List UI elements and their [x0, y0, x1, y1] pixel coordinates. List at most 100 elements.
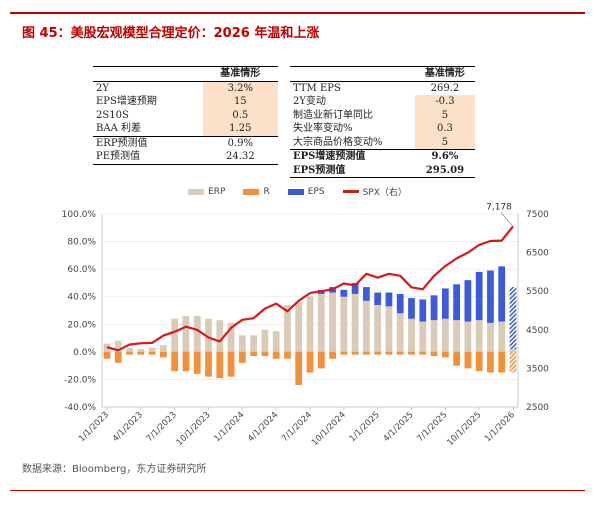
r-bar: [148, 351, 156, 355]
r-bar: [216, 351, 224, 379]
erp-bar: [509, 349, 517, 352]
r-bar: [464, 351, 472, 369]
row-label: PE预测值: [93, 150, 203, 165]
spx-last-value-label: 7,178: [486, 202, 512, 212]
r-bar: [250, 351, 257, 356]
erp-bar: [340, 296, 348, 352]
erp-bar: [114, 340, 122, 352]
legend-item: R: [243, 185, 270, 198]
y-left-tick-label: -40.0%: [64, 403, 96, 413]
erp-bar: [137, 349, 145, 352]
row-value: 269.2: [430, 82, 460, 94]
eps-bar: [363, 287, 370, 301]
row-value: 9.6%: [414, 149, 475, 164]
valuation-chart: 100.0% 80.0% 60.0% 40.0% 20.0% 0.0% -20.0% -40.…: [62, 202, 550, 448]
y-right-tick-label: 3500: [526, 364, 549, 374]
row-label: 2S10S: [96, 109, 129, 121]
table-row: EPS增速预期 15: [93, 95, 278, 109]
table-row: TTM EPS 269.2: [290, 81, 475, 95]
y-right-tick-label: 6500: [526, 249, 549, 259]
legend-swatch: [342, 190, 359, 193]
r-bar: [329, 351, 336, 359]
erp-bar: [419, 321, 427, 352]
r-bar: [363, 351, 370, 355]
row-label: EPS增速预期: [96, 96, 157, 108]
table-row: 2Y变动 -0.3: [290, 95, 475, 109]
y-right-tick-label: 2500: [526, 403, 549, 413]
legend-swatch: [287, 188, 304, 195]
figure-title: 图 45：美股宏观模型合理定价：2026 年温和上涨: [22, 26, 320, 41]
erp-bar: [453, 320, 460, 352]
parameter-table-right: 基准情形 TTM EPS 269.2 2Y变动 -0.3 制造业新订单同比 5 失业率变动% 0…: [290, 66, 475, 178]
y-left-tick-label: 80.0%: [67, 238, 96, 248]
erp-bar: [160, 344, 167, 352]
r-bar: [351, 351, 359, 355]
eps-bar: [509, 287, 517, 350]
y-left-tick-label: 60.0%: [67, 265, 96, 275]
top-rule: [10, 12, 585, 14]
x-tick-label: 7/1/2023: [145, 410, 179, 444]
eps-bar: [408, 298, 415, 319]
r-bar: [295, 351, 303, 385]
r-bar: [441, 351, 449, 358]
x-tick-label: 4/1/2023: [111, 410, 145, 444]
table-row: ERP预测值 0.9%: [93, 135, 278, 150]
erp-bar: [171, 318, 179, 352]
x-tick-label: 10/1/2024: [310, 410, 348, 448]
row-label: EPS增速预测值: [290, 149, 415, 164]
row-value: 1.25: [202, 122, 278, 136]
bottom-rule: [10, 490, 585, 491]
erp-bar: [148, 347, 156, 352]
chart-legend: ERP R EPS SPX（右）: [0, 185, 595, 198]
parameter-table-left: 基准情形 2Y 3.2% EPS增速预期 15 2S10S 0.5 BAA 利差 1.25 ERP…: [93, 66, 278, 165]
r-bar: [126, 351, 133, 355]
r-bar: [193, 351, 201, 374]
eps-bar: [385, 292, 393, 307]
erp-bar: [250, 335, 257, 352]
eps-bar: [453, 284, 460, 321]
legend-item: SPX（右）: [342, 185, 407, 198]
row-label: 制造业新订单同比: [293, 109, 373, 121]
eps-bar: [340, 289, 348, 297]
erp-bar: [317, 293, 325, 352]
erp-bar: [351, 293, 359, 352]
erp-bar: [182, 316, 190, 352]
r-bar: [475, 351, 483, 372]
erp-bar: [227, 322, 235, 352]
table-row: PE预测值 24.32: [93, 150, 278, 165]
x-tick-label: 1/1/2025: [348, 410, 382, 444]
r-bar: [261, 351, 269, 356]
y-right-tick-label: 7500: [526, 210, 549, 220]
r-bar: [430, 351, 438, 356]
r-bar: [182, 351, 190, 372]
r-bar: [114, 351, 122, 363]
erp-bar: [464, 321, 472, 352]
source-note: 数据来源：Bloomberg，东方证券研究所: [22, 464, 207, 475]
y-left-tick-label: 40.0%: [67, 293, 96, 303]
legend-label: ERP: [208, 186, 226, 197]
x-tick-label: 1/1/2023: [77, 410, 111, 444]
eps-bar: [441, 288, 449, 319]
row-value: 5: [414, 108, 475, 122]
x-tick-label: 1/1/2026: [483, 410, 517, 444]
y-left-tick-label: 0.0%: [73, 348, 96, 358]
r-bar: [509, 351, 517, 373]
table-header-label: 基准情形: [414, 66, 475, 82]
eps-bar: [374, 292, 382, 305]
erp-bar: [498, 321, 506, 352]
r-bar: [272, 351, 280, 359]
r-bar: [374, 351, 382, 355]
row-value: 0.5: [202, 108, 278, 122]
row-value: 295.09: [414, 163, 475, 178]
eps-bar: [419, 299, 427, 322]
r-bar: [306, 351, 314, 373]
legend-item: EPS: [287, 185, 325, 198]
row-value: 0.9%: [202, 135, 278, 150]
row-value: 24.32: [202, 150, 278, 165]
eps-bar: [487, 270, 494, 323]
row-value: 3.2%: [202, 81, 278, 95]
row-label: TTM EPS: [293, 82, 341, 94]
table-row: 失业率变动% 0.3: [290, 122, 475, 136]
table-row: 2Y 3.2%: [93, 81, 278, 95]
row-label: EPS预测值: [290, 163, 415, 178]
